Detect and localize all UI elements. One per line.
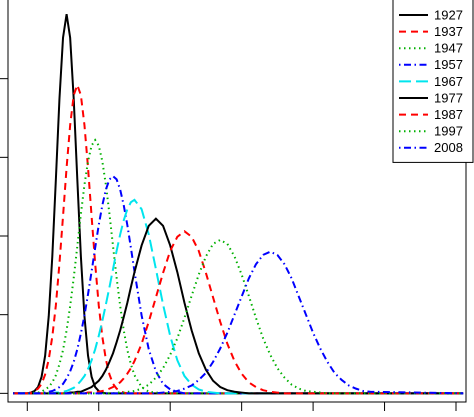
series-line [13,238,464,395]
legend-label: 1977 [434,90,463,105]
legend-label: 1987 [434,107,463,122]
lines [13,14,464,395]
legend-label: 2008 [434,140,463,155]
legend-label: 1927 [434,7,463,22]
series-line [13,250,464,395]
ticks [0,78,457,411]
legend-label: 1947 [434,41,463,56]
series-line [13,230,464,395]
legend-label: 1967 [434,74,463,89]
legend-label: 1957 [434,57,463,72]
plot-frame [7,0,467,403]
legend-label: 1997 [434,124,463,139]
legend-label: 1937 [434,24,463,39]
series-line [13,174,464,395]
